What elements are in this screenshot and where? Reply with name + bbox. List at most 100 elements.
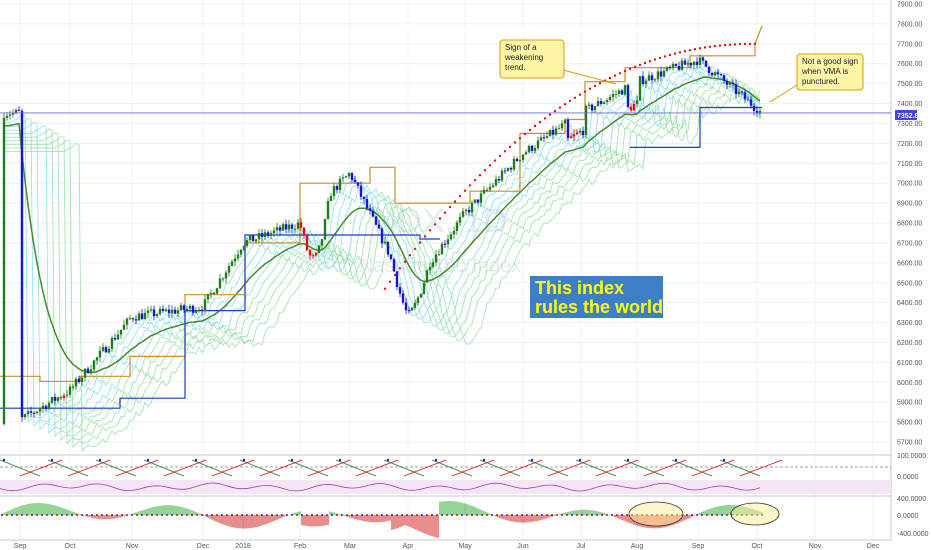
hist-dot (221, 514, 223, 516)
aroon-marker (722, 458, 726, 462)
candle-body (290, 224, 294, 229)
x-tick-label: Nov (809, 543, 822, 550)
candle-body (719, 74, 723, 76)
y-tick-label: 7100.00 (897, 161, 922, 168)
candle-body (350, 173, 354, 180)
candle-body (314, 252, 318, 256)
hist-dot (281, 514, 283, 516)
candle-body (407, 310, 411, 312)
hist-dot (136, 514, 138, 516)
candle-body (530, 145, 534, 151)
aroon-up (47, 459, 89, 477)
y-tick-label: 5900.00 (897, 400, 922, 407)
hist-dot (586, 514, 588, 516)
candle-body (35, 411, 39, 414)
candle-body (296, 222, 300, 229)
hist-dot (441, 514, 443, 516)
candle-body (353, 179, 357, 183)
trend-dot (693, 48, 697, 51)
candle-body (587, 104, 591, 106)
candle-body (386, 241, 390, 255)
candle-body (59, 397, 63, 399)
aroon-down (211, 459, 255, 477)
candle-body (269, 233, 273, 236)
candle-body (653, 79, 657, 81)
trend-dot (598, 82, 602, 85)
hist-dot (511, 514, 513, 516)
candle-body (560, 123, 564, 129)
hist-dot (326, 514, 328, 516)
hist-dot (621, 514, 623, 516)
candle-body (158, 308, 162, 315)
candle-body (446, 239, 450, 245)
hist-dot (411, 514, 413, 516)
trend-dot (703, 46, 707, 49)
hist-dot (496, 514, 498, 516)
hist-dot (256, 514, 258, 516)
candle-body (17, 109, 21, 111)
hist-dot (46, 514, 48, 516)
y-axis: 7900.00 7800.00 7700.00 7600.00 7500.00 7400.… (897, 2, 922, 447)
candle-body (29, 411, 33, 413)
x-tick-label: Dec (197, 543, 210, 550)
candle-body (146, 310, 150, 313)
aroon-marker (674, 458, 678, 462)
trend-dot (558, 106, 562, 109)
candle-body (512, 158, 516, 170)
candle-body (674, 63, 678, 67)
candle-body (347, 173, 351, 177)
y-tick-label: 6300.00 (897, 320, 922, 327)
candle-body (278, 227, 282, 231)
trend-dot (588, 87, 592, 90)
candle-body (326, 201, 330, 219)
trend-dot (613, 74, 617, 77)
blue-step-line (0, 234, 440, 409)
aroon-down (115, 459, 159, 477)
y-tick-label: 6600.00 (897, 260, 922, 267)
hist-dot (196, 514, 198, 516)
trend-dot (648, 60, 652, 63)
trend-dot (618, 72, 622, 75)
y-tick-label: 7500.00 (897, 81, 922, 88)
trend-dot (623, 69, 627, 73)
annotation-weakening-line3: trend. (505, 63, 525, 72)
candle-body (599, 101, 603, 104)
aroon-marker (98, 458, 102, 462)
candle-body (206, 294, 210, 300)
candle-body (662, 70, 666, 77)
candle-body (443, 243, 447, 245)
hist-dot (86, 514, 88, 516)
lower-panel-2: 400.0000 0.0000 -400.0000 (1, 496, 929, 538)
trend-dot (548, 113, 552, 116)
candle-body (437, 254, 441, 256)
hist-dot (391, 514, 393, 516)
x-tick-label: Mar (344, 543, 357, 550)
aroon-down (595, 459, 639, 477)
trend-dot (523, 132, 527, 136)
candle-body (569, 136, 573, 138)
candle-body (209, 292, 213, 295)
aroon-up (383, 459, 425, 477)
candle-body (167, 309, 171, 314)
candle-body (695, 61, 699, 65)
hist-dot (151, 514, 153, 516)
candle-body (236, 254, 240, 259)
candle-body (509, 168, 513, 170)
candle-body (140, 313, 144, 320)
candle-body (731, 82, 735, 85)
x-tick-label: Jun (517, 543, 528, 550)
y-tick-label: 7700.00 (897, 41, 922, 48)
hist-dot (481, 514, 483, 516)
hist-dot (451, 514, 453, 516)
hist-dot (486, 514, 488, 516)
trend-dot (608, 76, 612, 80)
candle-body (398, 287, 402, 294)
hist-dot (16, 514, 18, 516)
candle-body (605, 100, 609, 103)
x-tick-label: Dec (867, 543, 880, 550)
y-tick-label: 7800.00 (897, 21, 922, 28)
aroon-marker (2, 458, 6, 462)
panel1b-band (0, 480, 891, 494)
aroon-down (259, 459, 303, 477)
